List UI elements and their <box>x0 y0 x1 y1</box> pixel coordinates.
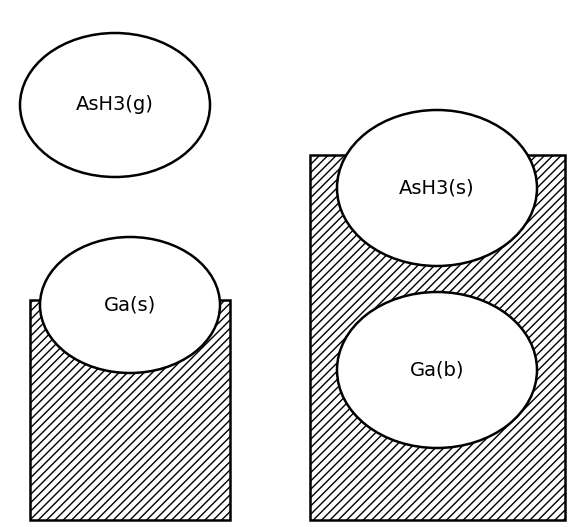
Text: AsH3(g): AsH3(g) <box>76 95 154 114</box>
Text: AsH3(s): AsH3(s) <box>399 179 475 198</box>
Ellipse shape <box>20 33 210 177</box>
Ellipse shape <box>40 237 220 373</box>
Bar <box>310 155 565 520</box>
Text: Ga(b): Ga(b) <box>410 360 464 379</box>
Ellipse shape <box>337 110 537 266</box>
Text: Ga(s): Ga(s) <box>104 296 156 315</box>
Ellipse shape <box>337 292 537 448</box>
Bar <box>30 300 230 520</box>
